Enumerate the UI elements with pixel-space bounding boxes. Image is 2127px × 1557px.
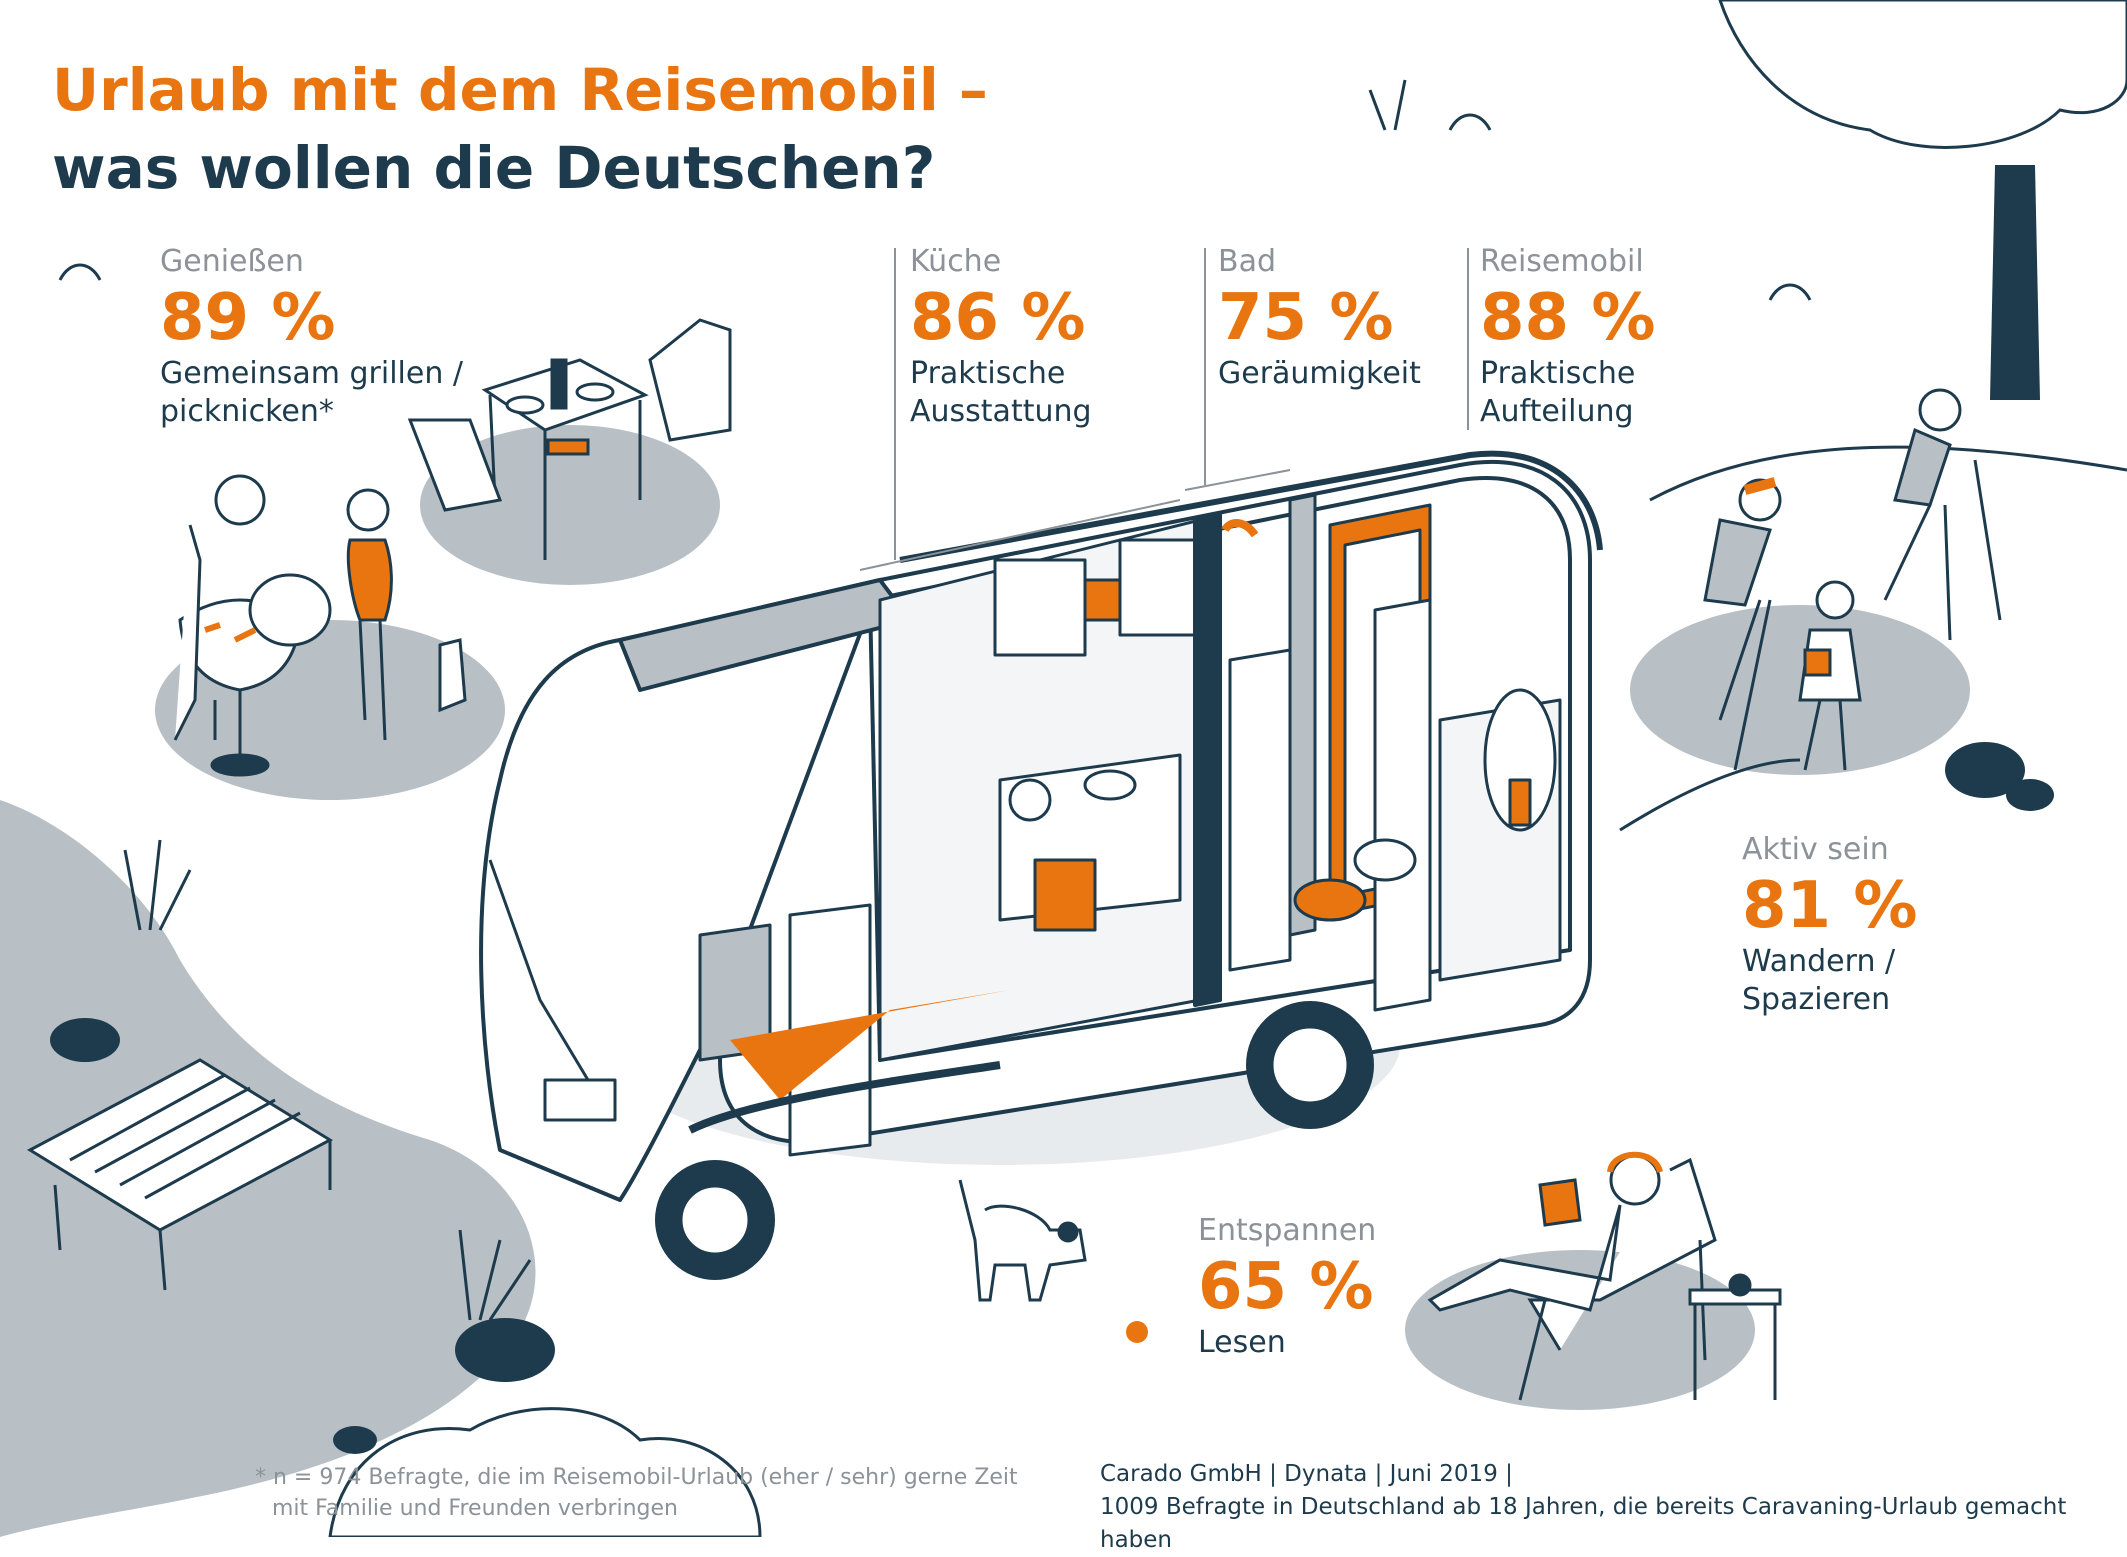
stat-percent: 81 %: [1742, 869, 1918, 943]
rock-left-small: [333, 1426, 377, 1454]
rock-right-small: [2006, 779, 2054, 811]
stat-category: Bad: [1218, 244, 1277, 279]
category-brackets: [859, 248, 1469, 571]
stat-entspannen: Entspannen 65 % Lesen: [1198, 1212, 1376, 1362]
footnote-line: * n = 974 Befragte, die im Reisemobil-Ur…: [255, 1465, 1018, 1490]
hiking-family-icon: [1703, 388, 2002, 771]
stat-category: Genießen: [160, 244, 304, 279]
stat-description: Gemeinsam grillen /: [160, 356, 464, 391]
stat-percent: 88 %: [1480, 281, 1656, 355]
source-credit: Carado GmbH | Dynata | Juni 2019 | 1009 …: [1100, 1458, 2120, 1557]
stat-percent: 86 %: [910, 281, 1086, 355]
stat-reisemobil: Reisemobil 88 % Praktische Aufteilung: [1480, 243, 1655, 431]
page-title-line1: Urlaub mit dem Reisemobil –: [52, 56, 988, 124]
stat-category: Reisemobil: [1480, 244, 1644, 279]
stat-description: Ausstattung: [910, 394, 1092, 429]
stat-description: Aufteilung: [1480, 394, 1634, 429]
dog-icon: [958, 1179, 1087, 1302]
tree-canopy: [1718, 0, 2127, 149]
stat-category: Aktiv sein: [1742, 832, 1889, 867]
stat-percent: 75 %: [1218, 281, 1394, 355]
stat-description: Wandern /: [1742, 944, 1896, 979]
bush-bottom: [328, 1407, 762, 1537]
grill-icon: [173, 474, 467, 777]
stat-geniessen: Genießen 89 % Gemeinsam grillen / pickni…: [160, 243, 463, 431]
footnote-line: mit Familie und Freunden verbringen: [272, 1496, 679, 1521]
ground-shadow-picnic: [420, 425, 720, 585]
camper-van-illustration: [479, 450, 1603, 1280]
tree-icon: [1990, 165, 2040, 400]
stat-description: picknicken*: [160, 394, 334, 429]
stat-percent: 65 %: [1198, 1250, 1374, 1324]
hill-right-2: [1619, 758, 1801, 832]
stat-aktiv: Aktiv sein 81 % Wandern / Spazieren: [1742, 831, 1917, 1019]
grass-tufts: [58, 79, 1812, 301]
source-line: 1009 Befragte in Deutschland ab 18 Jahre…: [1100, 1494, 2067, 1553]
stat-kueche: Küche 86 % Praktische Ausstattung: [910, 243, 1092, 431]
stat-bad: Bad 75 % Geräumigkeit: [1218, 243, 1421, 393]
grass-left: [123, 839, 532, 1321]
rock-left: [50, 1018, 120, 1062]
reader-lounger-icon: [1427, 1151, 1782, 1401]
pier-icon: [26, 1058, 334, 1291]
stat-description: Spazieren: [1742, 982, 1891, 1017]
picnic-table-icon: [407, 318, 732, 560]
orange-dot: [1126, 1321, 1148, 1343]
rock-bottom: [455, 1318, 555, 1382]
stat-description: Geräumigkeit: [1218, 356, 1421, 391]
rock-right: [1945, 742, 2025, 798]
hill-right: [1649, 445, 2127, 502]
stat-description: Praktische: [1480, 356, 1636, 391]
page-title-line2: was wollen die Deutschen?: [52, 134, 936, 202]
stat-description: Lesen: [1198, 1325, 1286, 1360]
stat-percent: 89 %: [160, 281, 336, 355]
source-line: Carado GmbH | Dynata | Juni 2019 |: [1100, 1461, 1513, 1487]
footnote: * n = 974 Befragte, die im Reisemobil-Ur…: [255, 1462, 1105, 1524]
stat-category: Entspannen: [1198, 1213, 1377, 1248]
stat-description: Praktische: [910, 356, 1066, 391]
stat-category: Küche: [910, 244, 1002, 279]
